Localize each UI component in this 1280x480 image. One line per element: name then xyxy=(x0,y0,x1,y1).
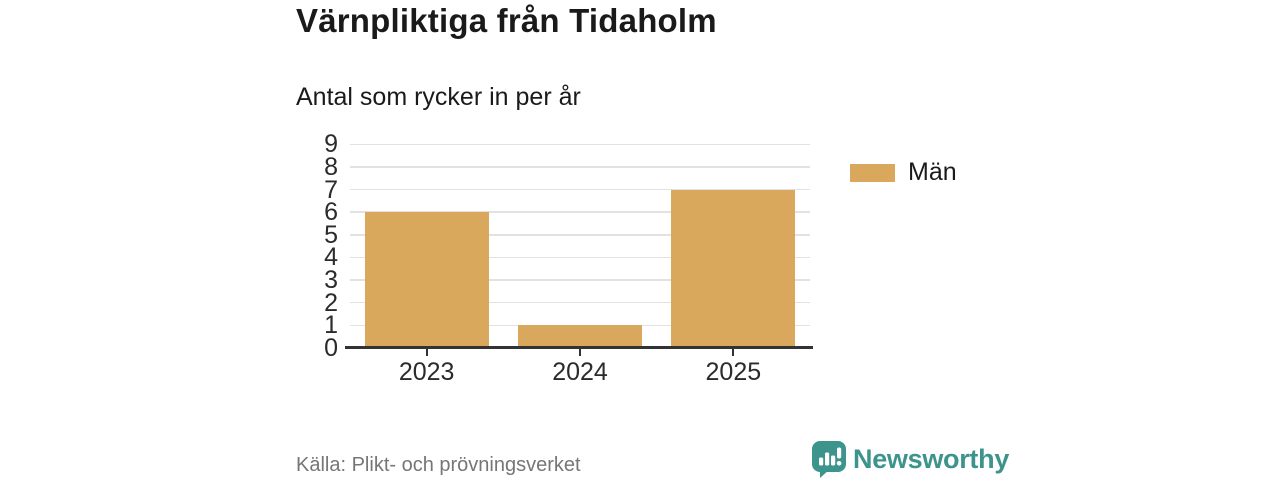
y-axis-label-3: 3 xyxy=(324,266,338,295)
newsworthy-logo-icon xyxy=(812,441,846,480)
x-axis-line xyxy=(345,346,813,349)
y-axis-label-0: 0 xyxy=(324,334,338,362)
chart-title: Värnpliktiga från Tidaholm xyxy=(296,2,717,39)
chart-subtitle: Antal som rycker in per år xyxy=(296,83,581,111)
y-axis-label-6: 6 xyxy=(324,198,338,227)
y-axis-label-2: 2 xyxy=(324,288,338,317)
gridline-5 xyxy=(350,234,810,236)
x-axis-label-2023: 2023 xyxy=(398,358,455,386)
bar-2023 xyxy=(364,212,489,348)
legend-swatch-man xyxy=(850,163,895,182)
gridline-9 xyxy=(350,143,810,146)
x-axis-tick-2023 xyxy=(425,349,428,356)
gridline-4 xyxy=(350,256,810,259)
y-axis-label-4: 4 xyxy=(324,243,338,272)
x-axis-label-2024: 2024 xyxy=(552,358,608,386)
x-axis-tick-2025 xyxy=(732,349,735,356)
x-axis-tick-2024 xyxy=(579,349,581,356)
bar-2024 xyxy=(518,325,642,348)
gridline-3 xyxy=(350,279,810,281)
legend: Män xyxy=(850,158,957,187)
gridline-8 xyxy=(350,166,810,168)
source-text: Källa: Plikt- och prövningsverket xyxy=(296,454,581,476)
legend-label-man: Män xyxy=(908,158,957,186)
y-axis-label-8: 8 xyxy=(324,152,338,181)
y-axis-label-5: 5 xyxy=(324,220,338,249)
bar-2025 xyxy=(671,189,796,348)
gridline-2 xyxy=(350,301,810,304)
y-axis-label-7: 7 xyxy=(324,175,338,204)
newsworthy-logo[interactable]: Newsworthy xyxy=(812,441,1009,480)
y-axis-label-1: 1 xyxy=(324,311,338,340)
gridline-6 xyxy=(350,211,810,213)
gridline-7 xyxy=(350,188,810,191)
newsworthy-logo-text: Newsworthy xyxy=(853,444,1010,474)
x-axis-label-2025: 2025 xyxy=(705,358,762,386)
y-axis-label-9: 9 xyxy=(324,130,338,159)
